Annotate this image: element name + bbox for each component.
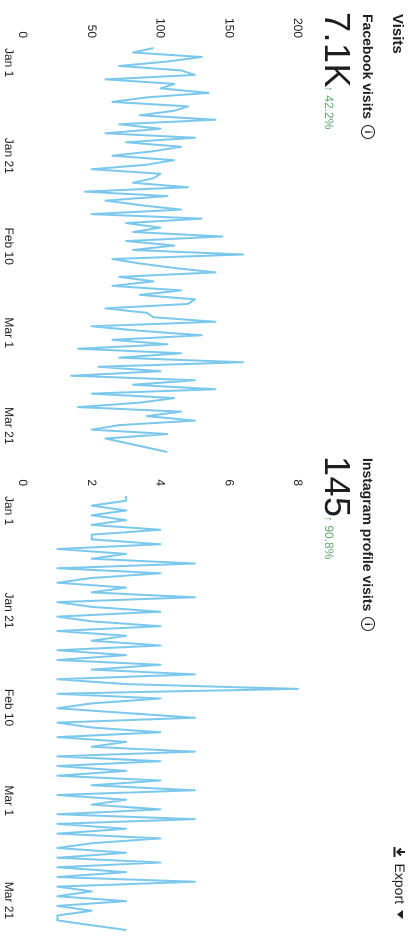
x-tick-label: Jan 21	[2, 138, 16, 174]
facebook-visits-label: Facebook visits i	[360, 14, 376, 140]
series-line	[56, 496, 299, 931]
instagram-visits-chart: 0 2 4 6 8 Jan 1 Jan 21 Feb 10 Mar 1 Mar 21	[2, 479, 303, 931]
facebook-visits-chart: 0 50 100 150 200 Jan 1 Jan 21 Feb 10 Mar 1 Mar 21	[2, 18, 303, 453]
y-tick-label: 200	[291, 18, 303, 38]
x-tick-label: Mar 1	[2, 317, 16, 348]
y-tick-label: 0	[16, 31, 30, 38]
export-label: Export	[392, 863, 408, 904]
metric-label-text: Facebook visits	[360, 14, 376, 120]
info-icon[interactable]: i	[361, 617, 375, 632]
x-tick-label: Mar 21	[2, 882, 16, 920]
y-tick-label: 2	[85, 479, 99, 486]
x-tick-label: Jan 1	[2, 496, 16, 526]
info-icon[interactable]: i	[361, 125, 375, 140]
y-tick-label: 6	[222, 479, 236, 486]
export-button[interactable]: Export	[392, 846, 408, 919]
instagram-visits-value: 145	[317, 456, 358, 518]
caret-down-icon	[397, 910, 403, 919]
download-icon	[394, 846, 407, 858]
metric-label-text: Instagram profile visits	[360, 458, 376, 612]
x-tick-label: Feb 10	[2, 228, 16, 266]
y-tick-label: 50	[85, 25, 99, 39]
instagram-visits-label: Instagram profile visits i	[360, 458, 376, 632]
x-tick-label: Jan 1	[2, 48, 16, 78]
y-tick-label: 0	[16, 479, 30, 486]
y-tick-label: 4	[154, 479, 168, 486]
x-tick-label: Feb 10	[2, 689, 16, 727]
x-tick-label: Mar 1	[2, 785, 16, 816]
y-tick-label: 150	[222, 18, 236, 38]
instagram-visits-delta: ↑ 90.8%	[322, 516, 336, 560]
card-title: Visits	[389, 14, 406, 54]
x-tick-label: Jan 21	[2, 592, 16, 628]
facebook-visits-delta: ↑ 42.2%	[322, 86, 336, 130]
y-tick-label: 100	[154, 18, 168, 38]
facebook-visits-value: 7.1K	[317, 12, 358, 89]
y-tick-label: 8	[291, 479, 303, 486]
x-tick-label: Mar 21	[2, 407, 16, 445]
series-line	[70, 47, 244, 453]
